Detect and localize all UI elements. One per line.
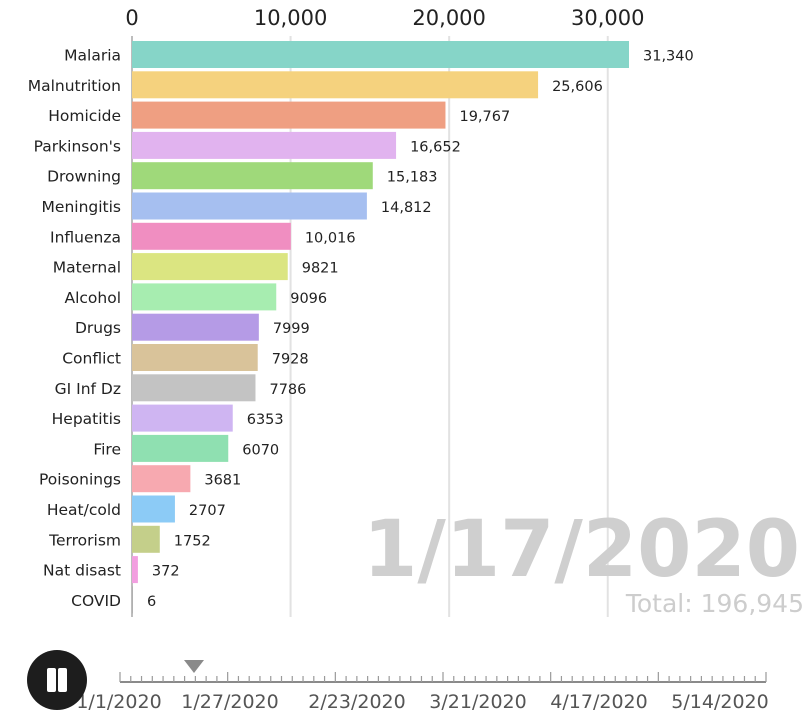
x-tick-label: 0	[125, 6, 138, 30]
timeline-date-label: 5/14/2020	[671, 691, 768, 713]
category-label: COVID	[71, 592, 121, 610]
category-label: Conflict	[62, 350, 121, 368]
category-label: Meningitis	[42, 198, 121, 216]
bar	[132, 556, 138, 584]
bar	[132, 192, 367, 220]
category-label: Terrorism	[48, 531, 121, 549]
bar	[132, 404, 233, 432]
timeline-labels: 1/1/2020 1/27/2020 2/23/2020 3/21/2020 4/17/…	[76, 691, 768, 713]
x-tick-label: 20,000	[412, 6, 485, 30]
bar	[132, 586, 133, 614]
value-label: 10,016	[305, 230, 356, 246]
bar	[132, 495, 175, 523]
bar	[132, 374, 256, 402]
category-label: Poisonings	[39, 471, 121, 489]
bar	[132, 434, 229, 462]
pause-icon-bar	[58, 668, 67, 692]
timeline-date-label: 3/21/2020	[429, 691, 526, 713]
category-label: Hepatitis	[52, 410, 121, 428]
category-label: Drugs	[75, 319, 121, 337]
timeline-slider[interactable]: 1/1/2020 1/27/2020 2/23/2020 3/21/2020 4/17/…	[0, 630, 804, 720]
timeline-date-label: 1/1/2020	[76, 691, 161, 713]
current-date-watermark: 1/17/2020	[363, 505, 800, 595]
bar	[132, 101, 446, 129]
bar	[132, 465, 191, 493]
value-label: 19,767	[459, 109, 510, 125]
value-label: 1752	[174, 533, 211, 549]
x-tick-label: 10,000	[254, 6, 327, 30]
category-label: Homicide	[48, 107, 121, 125]
value-label: 15,183	[387, 170, 438, 186]
value-label: 14,812	[381, 200, 432, 216]
bar	[132, 313, 259, 341]
value-label: 7999	[273, 321, 310, 337]
category-label: Nat disast	[43, 562, 121, 580]
value-label: 25,606	[552, 79, 603, 95]
category-label: Parkinson's	[34, 137, 121, 155]
value-label: 6	[147, 594, 156, 610]
value-label: 2707	[189, 503, 226, 519]
category-label: Alcohol	[64, 289, 121, 307]
total-count: Total: 196,945	[625, 589, 804, 618]
bar	[132, 344, 258, 371]
timeline-date-label: 2/23/2020	[308, 691, 405, 713]
x-tick-label: 30,000	[571, 6, 644, 30]
timeline-ticks	[119, 672, 767, 683]
category-label: Fire	[93, 440, 121, 458]
pause-icon	[47, 668, 56, 692]
value-label: 7786	[269, 382, 306, 398]
bar	[132, 283, 277, 311]
value-label: 6070	[242, 442, 279, 458]
timeline-handle[interactable]	[184, 660, 204, 673]
category-label: Malnutrition	[28, 77, 121, 95]
category-label: Drowning	[47, 168, 121, 186]
value-label: 31,340	[643, 49, 694, 65]
bar-chart: 0 10,000 20,000 30,000 1/17/2020 Total: 196…	[28, 6, 804, 618]
value-label: 7928	[272, 352, 309, 368]
value-label: 3681	[204, 473, 241, 489]
value-label: 9821	[302, 261, 339, 277]
bar	[132, 525, 160, 553]
category-label: Heat/cold	[47, 501, 121, 519]
bar	[132, 131, 397, 159]
bars: Malaria 31,340 Malnutrition 25,606 Homicide 1…	[28, 41, 694, 614]
timeline-date-label: 4/17/2020	[550, 691, 647, 713]
value-label: 372	[152, 564, 180, 580]
pause-button[interactable]	[27, 650, 87, 710]
bar	[132, 41, 629, 68]
bar	[132, 162, 373, 190]
value-label: 16,652	[410, 139, 461, 155]
timeline-date-label: 1/27/2020	[181, 691, 278, 713]
x-axis-ticks: 0 10,000 20,000 30,000	[125, 6, 644, 30]
category-label: GI Inf Dz	[55, 380, 121, 398]
category-label: Malaria	[64, 47, 121, 65]
value-label: 9096	[290, 291, 327, 307]
bar	[132, 253, 288, 281]
value-label: 6353	[247, 412, 284, 428]
category-label: Influenza	[50, 228, 121, 246]
playback-controls: 1/1/2020 1/27/2020 2/23/2020 3/21/2020 4/17/…	[0, 630, 804, 720]
bar	[132, 71, 539, 99]
category-label: Maternal	[53, 259, 121, 277]
bar	[132, 222, 291, 250]
